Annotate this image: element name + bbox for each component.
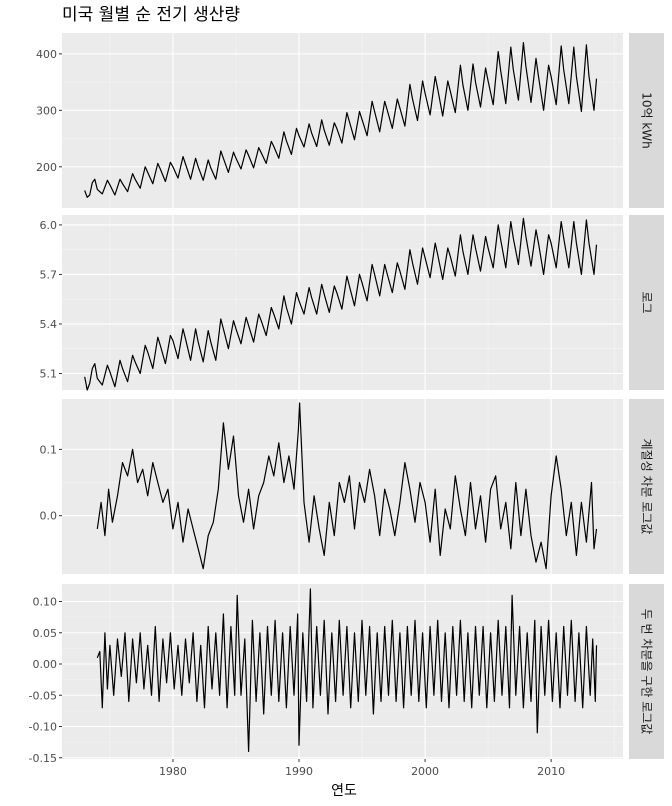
y-tick-label: 5.7: [40, 268, 58, 281]
x-tick-label: 2000: [411, 765, 439, 778]
chart-panel-4: -0.15 -0.10 -0.05 0.00 0.05 0.10 두 번 차분을 구한 로그…: [29, 584, 664, 765]
chart-title: 미국 월별 순 전기 생산량: [62, 5, 240, 25]
series-line: [96, 588, 598, 753]
chart-panel-2: 5.1 5.4 5.7 6.0 로그: [40, 215, 664, 391]
y-tick-label: 0.0: [40, 510, 58, 523]
y-tick-label: 300: [36, 104, 57, 117]
y-tick-label: 400: [36, 48, 57, 61]
y-tick-label: 0.10: [33, 596, 58, 609]
y-tick-label: 5.4: [40, 318, 58, 331]
x-tick-label: 1980: [159, 765, 187, 778]
series-line: [84, 217, 598, 391]
y-tick-label: 0.00: [33, 658, 58, 671]
y-tick-label: -0.10: [29, 721, 57, 734]
y-tick-label: 0.1: [40, 443, 58, 456]
panel-background: [62, 33, 623, 208]
chart-panels: 200 300 400 10억 kWh 5.1 5.4 5.7 6.0 로그 0.0 0.1 계절성 …: [29, 33, 664, 765]
chart-panel-3: 0.0 0.1 계절성 차분 로그값: [40, 399, 664, 574]
y-tick-label: 6.0: [40, 219, 58, 232]
y-tick-label: 5.1: [40, 367, 58, 380]
panel-background: [62, 399, 623, 574]
facet-strip: [629, 215, 664, 390]
x-axis: 1980 1990 2000 2010: [159, 759, 565, 778]
x-tick-label: 2010: [537, 765, 565, 778]
series-line: [96, 402, 598, 570]
y-tick-label: -0.15: [29, 752, 57, 765]
chart-panel-1: 200 300 400 10억 kWh: [36, 33, 664, 208]
y-tick-label: -0.05: [29, 689, 57, 702]
facet-strip-label: 계절성 차분 로그값: [640, 439, 654, 535]
x-tick-label: 1990: [285, 765, 313, 778]
facet-strip-label: 10억 kWh: [640, 92, 654, 149]
facet-strip: [629, 584, 664, 759]
panel-background: [62, 584, 623, 759]
facet-strip-label: 두 번 차분을 구한 로그값: [640, 609, 654, 735]
series-line: [84, 42, 598, 198]
facet-strip-label: 로그: [640, 291, 654, 313]
y-tick-label: 200: [36, 161, 57, 174]
facet-strip: [629, 399, 664, 574]
facet-strip: [629, 33, 664, 208]
y-tick-label: 0.05: [33, 627, 58, 640]
x-axis-title: 연도: [331, 783, 357, 799]
